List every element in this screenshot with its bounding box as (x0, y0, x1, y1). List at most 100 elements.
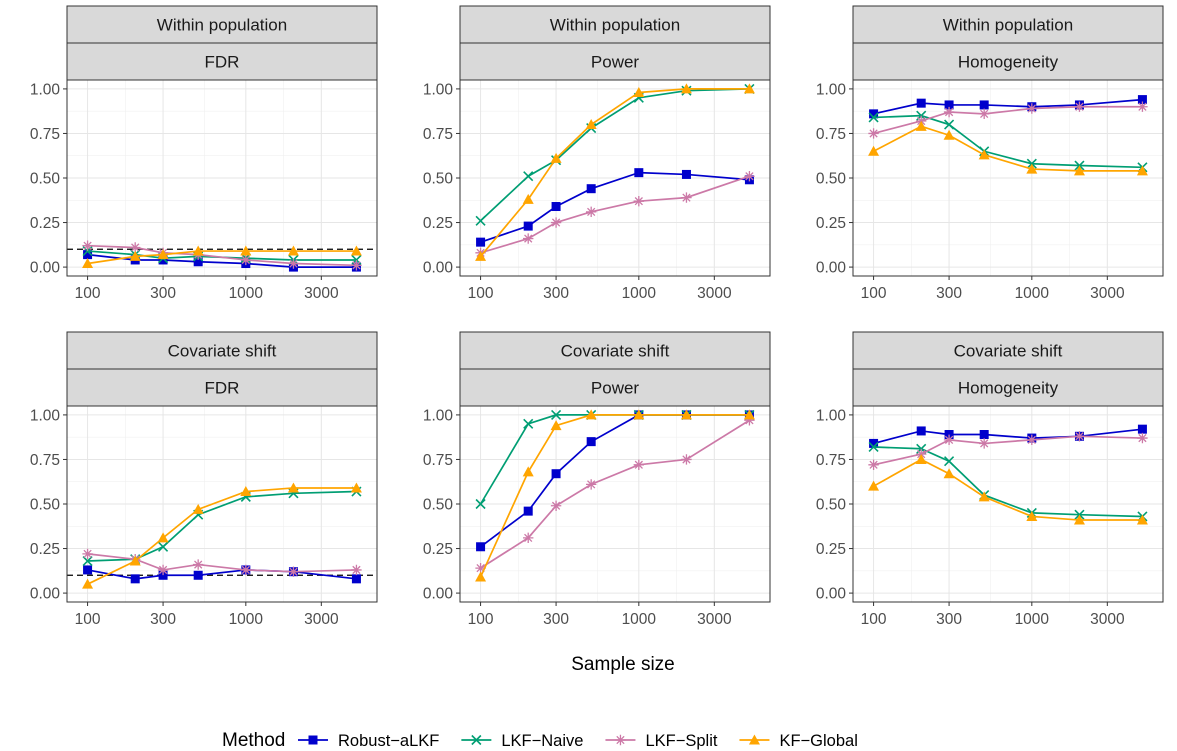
data-point (157, 564, 169, 576)
legend-item: Robust−aLKF (298, 732, 439, 750)
y-tick-label: 0.25 (816, 215, 846, 232)
x-tick-label: 300 (936, 285, 962, 302)
x-tick-label: 100 (75, 285, 101, 302)
x-tick-label: 1000 (229, 611, 264, 628)
data-point (551, 409, 562, 420)
data-point (1137, 432, 1148, 444)
y-tick-label: 0.75 (816, 126, 846, 143)
data-point (157, 532, 169, 543)
y-tick-label: 0.00 (30, 260, 61, 277)
data-point (475, 498, 486, 510)
data-point (240, 486, 252, 497)
data-point (130, 574, 140, 584)
x-tick-label: 1000 (622, 285, 657, 302)
strip-label: Within population (157, 16, 287, 35)
data-point (240, 245, 252, 256)
strip-box (852, 368, 1164, 407)
strip-label: Within population (943, 16, 1073, 35)
data-point (157, 249, 169, 260)
x-tick-label: 3000 (304, 285, 339, 302)
y-tick-label: 0.50 (423, 171, 454, 188)
x-tick-label: 3000 (697, 611, 732, 628)
x-tick-label: 3000 (1090, 611, 1125, 628)
x-tick-label: 300 (543, 611, 569, 628)
legend-label: KF−Global (779, 732, 857, 750)
y-tick-label: 0.50 (816, 171, 847, 188)
y-tick-label: 0.25 (30, 541, 60, 558)
data-point (1026, 510, 1038, 521)
legend-key-marker (615, 734, 626, 746)
data-point (83, 565, 93, 575)
data-point (744, 415, 755, 426)
series-triangle (475, 409, 755, 582)
data-point (1136, 514, 1148, 525)
data-point (1026, 103, 1038, 114)
data-point (523, 506, 533, 516)
data-point (240, 254, 252, 266)
data-point (551, 469, 561, 479)
x-tick-label: 3000 (304, 611, 339, 628)
series-triangle (82, 245, 362, 269)
strip-label: Power (591, 379, 640, 398)
x-tick-label: 100 (861, 611, 887, 628)
legend-label: LKF−Naive (501, 732, 583, 750)
panel-3: Within population Homogeneity 0.00 0.25 0.50… (816, 5, 1164, 302)
data-point (680, 409, 692, 420)
y-tick-label: 0.25 (423, 541, 453, 558)
data-point (82, 240, 93, 251)
data-point (158, 570, 168, 580)
x-tick-label: 300 (936, 611, 962, 628)
y-tick-label: 0.75 (816, 452, 846, 469)
data-point (915, 453, 927, 464)
data-point (979, 100, 989, 110)
data-point (522, 466, 534, 477)
data-point (82, 555, 93, 567)
data-point (523, 221, 533, 231)
x-tick-label: 1000 (229, 285, 264, 302)
x-tick-label: 100 (861, 285, 887, 302)
data-point (83, 250, 93, 260)
data-point (550, 500, 562, 511)
data-point (475, 562, 486, 574)
data-point (585, 119, 597, 130)
data-point (158, 541, 169, 552)
data-point (82, 578, 94, 589)
y-tick-label: 1.00 (816, 407, 847, 424)
data-point (868, 128, 879, 139)
strip-label: FDR (205, 53, 240, 72)
data-point (978, 438, 990, 449)
data-point (350, 482, 362, 493)
strip-label: Covariate shift (168, 342, 277, 361)
data-point (633, 459, 645, 470)
data-point (681, 454, 692, 465)
x-tick-label: 300 (150, 611, 176, 628)
legend-item: LKF−Split (605, 732, 718, 750)
gridlines (460, 80, 770, 276)
data-point (550, 152, 562, 163)
panel-5: Covariate shift Power 0.00 0.25 0.50 0.75 1.00… (423, 331, 771, 628)
strip-box (852, 5, 1164, 44)
data-point (550, 420, 562, 431)
data-point (192, 503, 204, 514)
y-tick-label: 0.75 (423, 452, 453, 469)
strip-label: Covariate shift (561, 342, 670, 361)
data-point (351, 574, 361, 584)
data-point (681, 192, 692, 203)
y-tick-label: 1.00 (30, 407, 61, 424)
data-point (978, 491, 990, 502)
data-point (82, 258, 94, 269)
strip-label: Homogeneity (958, 53, 1059, 72)
series-triangle (475, 83, 755, 261)
y-tick-label: 1.00 (423, 407, 454, 424)
data-point (916, 426, 926, 436)
legend: Method Robust−aLKF LKF−Naive LKF−Split KF−G… (222, 730, 858, 751)
data-point (1137, 95, 1147, 105)
strip-label: Homogeneity (958, 379, 1059, 398)
x-tick-label: 300 (543, 285, 569, 302)
data-point (1073, 165, 1085, 176)
y-tick-label: 1.00 (816, 81, 847, 98)
data-point (476, 237, 486, 247)
data-point (192, 559, 204, 570)
panel-6: Covariate shift Homogeneity 0.00 0.25 0.50 0.… (816, 331, 1164, 628)
